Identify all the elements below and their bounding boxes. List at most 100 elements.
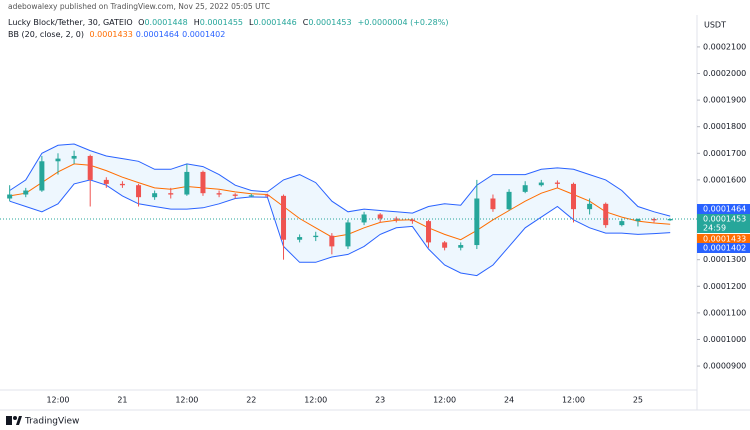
bb-legend: BB (20, close, 2, 0) 0.0001433 0.0001464 0… [8, 30, 228, 39]
candle [23, 187, 29, 198]
symbol-legend: Lucky Block/Tether, 30, GATEIO O0.000144… [8, 18, 451, 27]
ohlc-item: O0.0001448 [138, 18, 191, 27]
candle [554, 180, 560, 188]
candle [426, 219, 432, 248]
candle-body [506, 191, 512, 210]
candle-body [522, 185, 528, 192]
x-tick-label: 12:00 [433, 396, 456, 405]
candle-body [87, 155, 93, 180]
candle [184, 163, 190, 196]
candle [506, 189, 512, 211]
symbol: Lucky Block/Tether, 30, GATEIO [8, 18, 133, 27]
ohlc-label: O [138, 18, 145, 27]
candle [377, 213, 383, 223]
candle-body [442, 242, 448, 248]
bb-upper-value: 0.0001464 [135, 30, 180, 39]
x-tick-label: 25 [633, 396, 643, 405]
candle [313, 231, 319, 242]
candle [651, 217, 657, 223]
candle [619, 218, 625, 227]
candle-body [248, 195, 254, 197]
x-tick-label: 22 [246, 396, 256, 405]
candle [490, 194, 496, 212]
candle-body [409, 219, 415, 222]
candle [200, 170, 206, 196]
candle-body [554, 182, 560, 184]
price-label: 0.0001464 [703, 205, 746, 214]
ohlc-value: 0.0001455 [199, 18, 243, 27]
price-label: 0.0001402 [703, 244, 746, 253]
candle-body [458, 245, 464, 248]
candle [216, 190, 222, 198]
x-tick-label: 12:00 [562, 396, 585, 405]
y-tick-label: 0.0001300 [703, 255, 746, 264]
y-tick-label: 0.0001700 [703, 149, 746, 158]
candle [248, 193, 254, 198]
bb-basis [9, 163, 671, 241]
candle [281, 194, 287, 260]
x-tick-label: 21 [117, 396, 127, 405]
candle [119, 181, 125, 188]
x-tick-label: 12:00 [304, 396, 327, 405]
x-tick-label: 23 [375, 396, 385, 405]
bb-lower-value: 0.0001402 [182, 30, 226, 39]
candle [264, 193, 270, 198]
candle-body [426, 221, 432, 243]
y-tick-label: 0.0001600 [703, 175, 746, 184]
price-label-box [697, 223, 750, 233]
candle-body [71, 155, 77, 159]
candle-body [55, 158, 61, 162]
y-tick-label: 0.0002100 [703, 42, 746, 51]
candle [136, 183, 142, 207]
candle [361, 211, 367, 226]
price-label: 0.0001453 [703, 215, 746, 224]
candle [7, 185, 13, 202]
x-tick-label: 12:00 [46, 396, 69, 405]
candle [474, 179, 480, 250]
candle [345, 219, 351, 250]
y-tick-label: 0.0001800 [703, 122, 746, 131]
y-tick-label: 0.0002000 [703, 69, 746, 78]
candle [635, 218, 641, 227]
price-label-box [697, 234, 750, 244]
candle [55, 153, 61, 175]
candle-body [184, 171, 190, 195]
candle [667, 218, 673, 221]
candle-body [232, 194, 238, 196]
candle-body [345, 222, 351, 247]
x-tick-label: 24 [504, 396, 514, 405]
candle-body [297, 237, 303, 240]
candle [442, 241, 448, 251]
candle [297, 234, 303, 243]
y-tick-label: 0.0001000 [703, 335, 746, 344]
ohlc-label: C [302, 18, 309, 27]
change: +0.0000004 (+0.28%) [357, 18, 449, 27]
ohlc-label: H [193, 18, 200, 27]
candle [329, 233, 335, 255]
brand-logo [6, 416, 22, 425]
candle-body [329, 235, 335, 247]
y-tick-label: 0.0001200 [703, 282, 746, 291]
ohlc-value: 0.0001448 [144, 18, 188, 27]
candle [103, 177, 109, 188]
candle-body [216, 193, 222, 195]
price-label: 24:59 [703, 224, 726, 233]
bb-name: BB (20, close, 2, 0) [8, 30, 84, 39]
bb-basis-value: 0.0001433 [89, 30, 133, 39]
candle [538, 179, 544, 187]
x-tick-label: 12:00 [175, 396, 198, 405]
candle [458, 242, 464, 251]
y-tick-label: 0.0001100 [703, 308, 746, 317]
candle-body [39, 161, 45, 191]
candle [152, 190, 158, 200]
candle [87, 154, 93, 207]
candle-body [103, 179, 109, 184]
ohlc-label: L [249, 18, 254, 27]
price-label-box [697, 243, 750, 253]
ohlc-item: H0.0001455 [194, 18, 246, 27]
candle-body [136, 185, 142, 198]
candle-body [587, 203, 593, 210]
